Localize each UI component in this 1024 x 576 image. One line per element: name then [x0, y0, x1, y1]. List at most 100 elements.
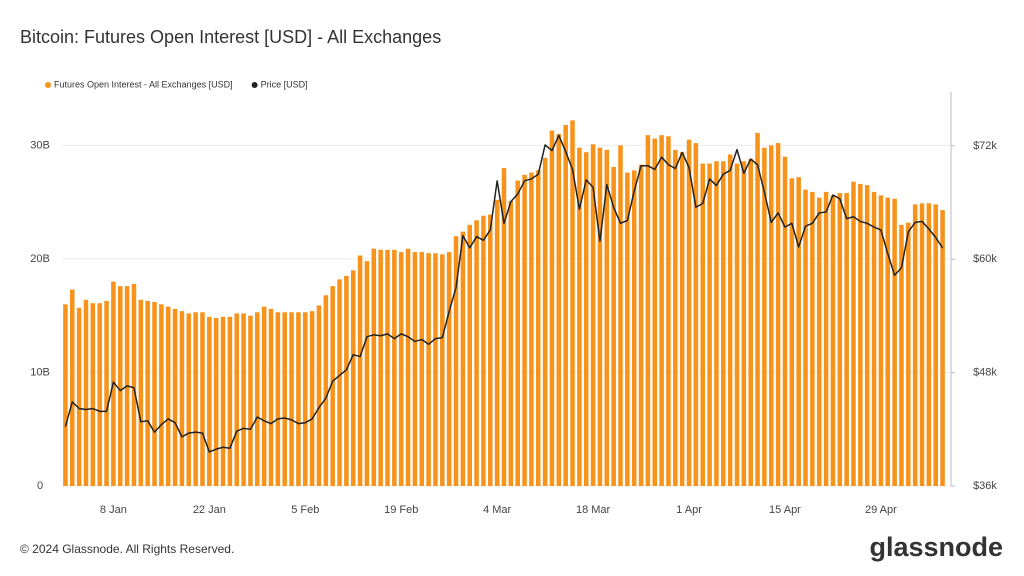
bar — [207, 316, 212, 486]
bar — [638, 164, 644, 487]
bar — [940, 210, 945, 486]
bar — [378, 249, 383, 486]
bar — [186, 313, 192, 486]
bar — [789, 178, 795, 486]
bar — [193, 312, 198, 486]
bar — [255, 312, 260, 486]
bar — [686, 139, 692, 486]
bar — [289, 312, 294, 486]
bar — [371, 248, 377, 486]
chart-title: Bitcoin: Futures Open Interest [USD] - A… — [20, 27, 441, 47]
bar — [570, 120, 575, 486]
bar — [563, 124, 568, 487]
x-tick-label: 22 Jan — [193, 504, 226, 516]
bar — [412, 252, 418, 486]
bar — [63, 304, 68, 486]
bar — [768, 145, 774, 486]
bar — [337, 279, 342, 486]
bar — [590, 144, 596, 487]
bar — [296, 312, 301, 486]
bar — [542, 157, 548, 487]
bar — [734, 163, 740, 486]
bar — [892, 198, 897, 486]
bar — [117, 286, 123, 486]
bar — [268, 308, 274, 486]
bar — [871, 191, 877, 486]
y2-tick-label: $36k — [973, 480, 997, 492]
price-line — [64, 134, 944, 453]
bar — [844, 193, 849, 486]
y2-tick-label: $48k — [973, 367, 997, 379]
bar — [714, 161, 719, 486]
bar — [76, 307, 82, 486]
y-tick-label: 30B — [30, 139, 50, 151]
x-tick-label: 1 Apr — [676, 504, 702, 516]
bar — [357, 255, 363, 486]
bar — [481, 215, 486, 487]
bar — [488, 214, 493, 486]
legend-label: Futures Open Interest - All Exchanges [U… — [54, 79, 233, 89]
bar — [912, 204, 918, 486]
bar — [700, 163, 705, 486]
bar — [693, 143, 699, 487]
bar — [364, 261, 370, 486]
bar — [666, 136, 671, 487]
bar — [172, 308, 178, 486]
bar — [494, 199, 500, 486]
bar — [152, 302, 157, 486]
bar — [323, 295, 329, 486]
y-tick-label: 10B — [30, 366, 50, 378]
bar — [282, 312, 287, 486]
bar — [762, 147, 767, 486]
bar — [529, 172, 534, 487]
bar — [248, 315, 253, 486]
bar — [309, 311, 315, 486]
bar — [241, 313, 246, 486]
bar — [885, 197, 891, 486]
bar — [631, 170, 637, 486]
bar — [556, 134, 562, 486]
bar — [796, 177, 801, 486]
legend-marker — [45, 82, 51, 88]
bar — [70, 289, 75, 486]
bar — [303, 312, 308, 486]
bar — [474, 220, 479, 486]
bar — [200, 312, 205, 486]
bar — [426, 253, 431, 486]
bar — [727, 154, 733, 486]
bar — [597, 147, 603, 486]
bar — [501, 168, 507, 486]
bar — [453, 236, 459, 486]
bar — [659, 135, 664, 486]
bar — [131, 283, 137, 486]
x-tick-label: 8 Jan — [100, 504, 127, 516]
bar — [899, 224, 904, 486]
bar — [707, 163, 712, 486]
bar — [467, 224, 472, 486]
bar — [419, 252, 425, 486]
bar — [864, 185, 870, 486]
bar — [816, 197, 822, 486]
x-tick-label: 29 Apr — [865, 504, 897, 516]
bar — [97, 303, 102, 486]
bar — [536, 170, 541, 486]
x-tick-label: 5 Feb — [291, 504, 319, 516]
bar — [159, 304, 164, 486]
y-tick-label: 0 — [37, 480, 43, 492]
bar — [748, 158, 753, 487]
bar — [577, 147, 582, 486]
bar — [830, 195, 836, 486]
bar — [604, 149, 610, 486]
bar — [213, 317, 219, 486]
bar — [316, 305, 322, 486]
legend-label: Price [USD] — [261, 79, 308, 89]
bar — [618, 145, 623, 486]
bar — [919, 203, 925, 486]
bar — [145, 300, 150, 486]
bar — [837, 193, 843, 486]
bar — [775, 143, 781, 487]
bar — [625, 172, 630, 487]
bar — [405, 248, 411, 486]
bar — [673, 149, 678, 486]
